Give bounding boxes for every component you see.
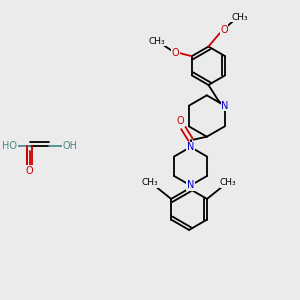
Text: O: O (26, 166, 34, 176)
Text: CH₃: CH₃ (232, 13, 248, 22)
Text: N: N (187, 142, 194, 152)
Text: OH: OH (63, 141, 78, 151)
Text: O: O (176, 116, 184, 126)
Text: CH₃: CH₃ (149, 37, 166, 46)
Text: CH₃: CH₃ (142, 178, 158, 187)
Text: N: N (221, 101, 228, 111)
Text: N: N (187, 181, 194, 190)
Text: O: O (220, 25, 228, 35)
Text: O: O (26, 166, 34, 176)
Text: O: O (172, 48, 179, 58)
Text: HO: HO (2, 141, 17, 151)
Text: CH₃: CH₃ (220, 178, 237, 187)
